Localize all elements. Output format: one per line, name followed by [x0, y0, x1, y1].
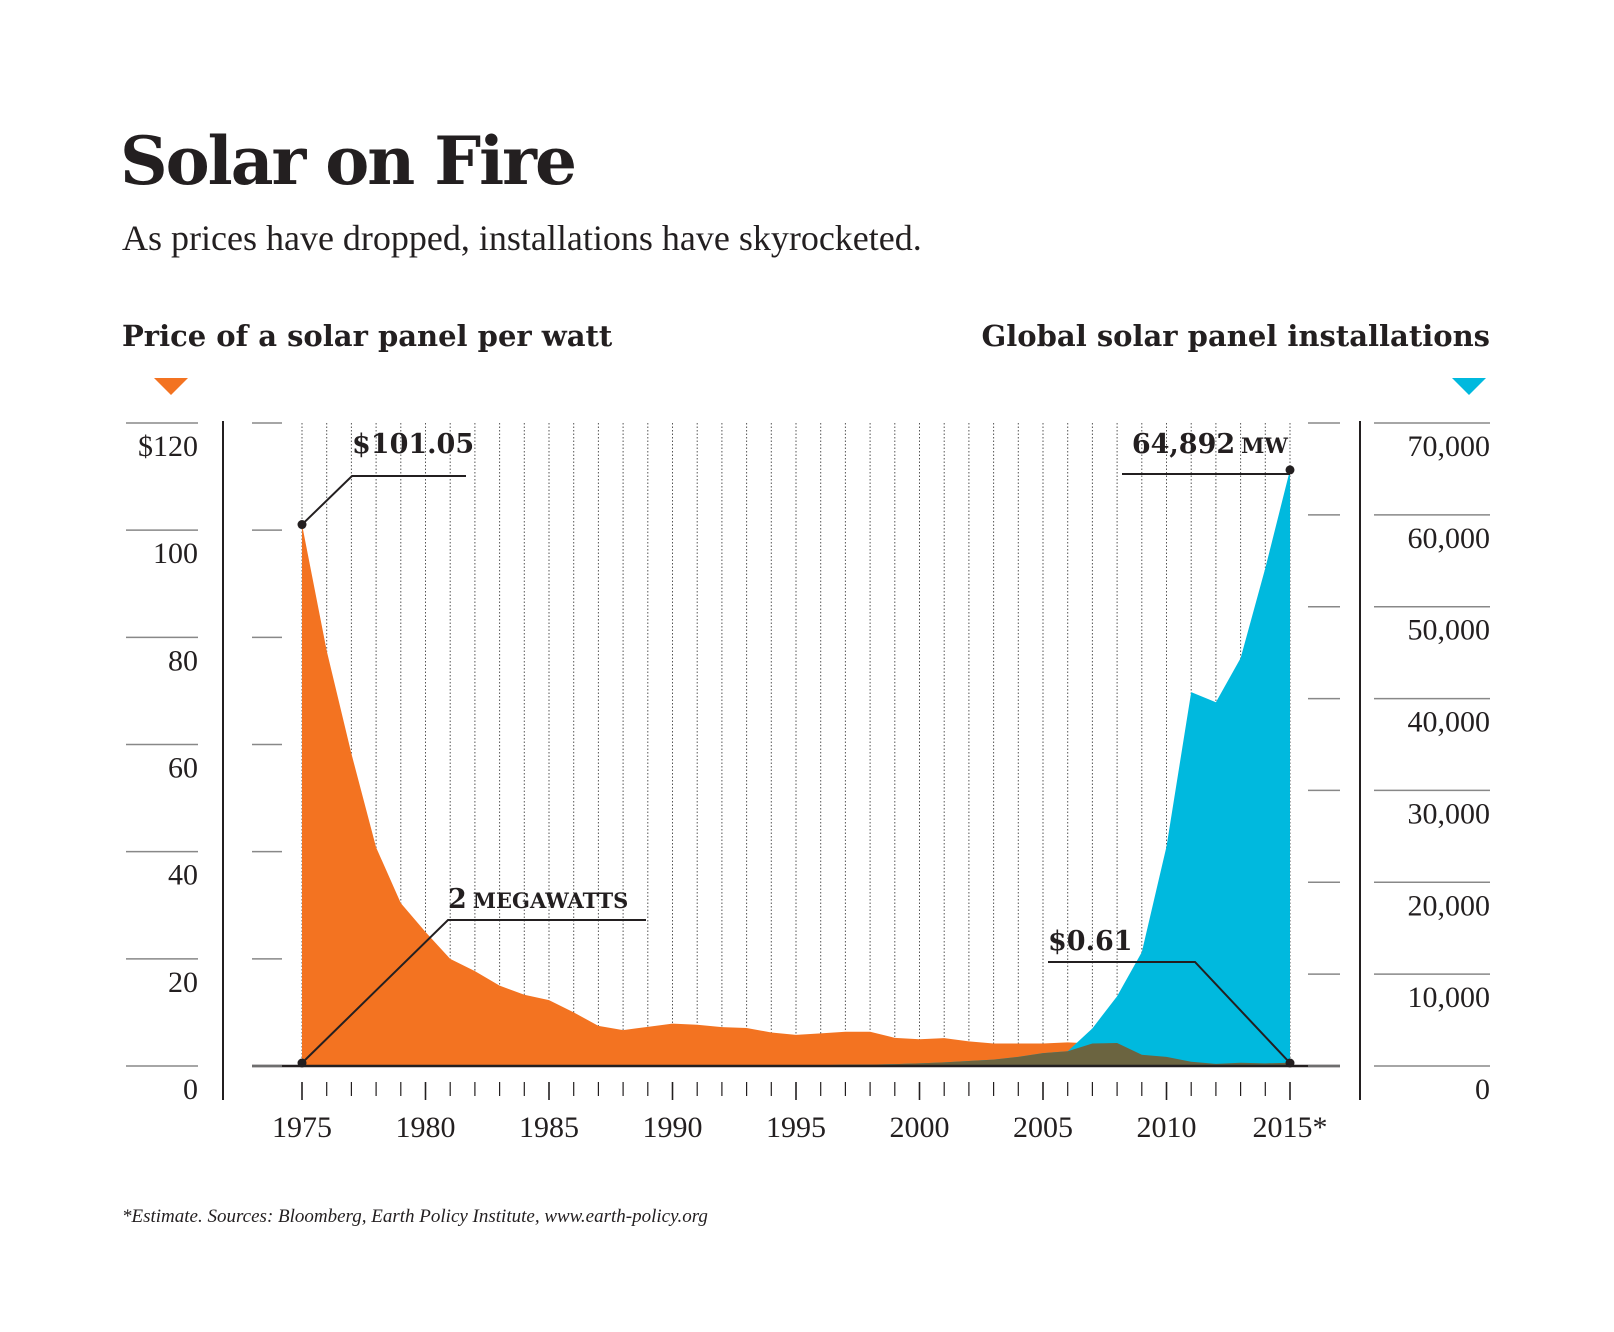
right-tick-label: 0 [1475, 1073, 1490, 1106]
left-tick-label: 100 [153, 537, 198, 570]
annotation-install-end: 64,892 MW [1132, 429, 1289, 460]
dot-price-start [297, 520, 307, 530]
right-tick-label: 70,000 [1408, 430, 1491, 463]
x-tick-label: 1990 [643, 1111, 703, 1144]
x-tick-label: 2000 [890, 1111, 950, 1144]
x-tick-label: 1995 [766, 1111, 826, 1144]
dot-install-start [297, 1058, 307, 1068]
right-tick-label: 50,000 [1408, 614, 1491, 647]
right-tick-label: 60,000 [1408, 522, 1491, 555]
annotation-price-start: $101.05 [352, 429, 474, 460]
x-tick-label: 1980 [396, 1111, 456, 1144]
annotation-install-start: 2 MEGAWATTS [448, 884, 628, 915]
left-tick-label: 0 [183, 1073, 198, 1106]
leader-price-end [1048, 961, 1291, 1064]
areas [302, 469, 1290, 1066]
left-axis-marker-icon [154, 378, 188, 395]
left-tick-label: 20 [168, 966, 198, 999]
dot-price-end [1285, 1058, 1295, 1068]
left-tick-label: $120 [138, 430, 198, 463]
x-tick-label: 2010 [1137, 1111, 1197, 1144]
axes: 1975 1980 1985 1990 1995 2000 2005 2010 2015* 0 20… [126, 421, 1490, 1144]
x-tick-label: 2015* [1253, 1111, 1328, 1144]
installations-area [302, 469, 1290, 1066]
x-tick-label: 1985 [519, 1111, 579, 1144]
annotations: $101.05 2 MEGAWATTS $0.61 64,892 MW [297, 429, 1295, 1068]
right-axis-title: Global solar panel installations [982, 319, 1490, 353]
chart-title: Solar on Fire [120, 122, 575, 200]
price-area [302, 524, 1290, 1066]
annotation-price-end: $0.61 [1048, 926, 1133, 957]
right-tick-label: 40,000 [1408, 706, 1491, 739]
overlap-area [302, 1042, 1290, 1066]
chart-subtitle: As prices have dropped, installations ha… [122, 218, 922, 258]
left-tick-label: 40 [168, 859, 198, 892]
leader-price-start [301, 475, 466, 526]
footnote: *Estimate. Sources: Bloomberg, Earth Pol… [122, 1206, 708, 1227]
left-tick-label: 60 [168, 752, 198, 785]
left-tick-label: 80 [168, 644, 198, 677]
right-tick-label: 20,000 [1408, 889, 1491, 922]
right-tick-label: 30,000 [1408, 797, 1491, 830]
x-tick-label: 2005 [1013, 1111, 1073, 1144]
right-axis-marker-icon [1452, 378, 1486, 395]
x-tick-label: 1975 [272, 1111, 332, 1144]
dot-install-end [1285, 465, 1295, 475]
leader-install-start [301, 919, 646, 1064]
left-axis-title: Price of a solar panel per watt [122, 319, 613, 353]
right-tick-label: 10,000 [1408, 981, 1491, 1014]
